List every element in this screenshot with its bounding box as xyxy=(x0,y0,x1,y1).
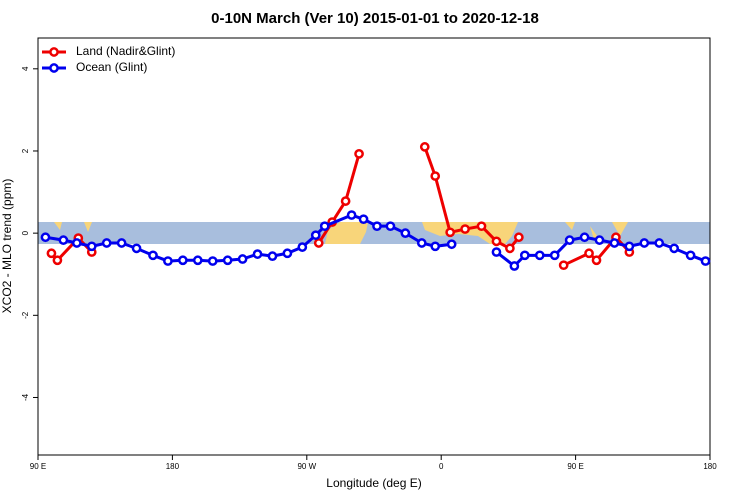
data-point xyxy=(476,221,487,232)
plot xyxy=(40,142,711,271)
data-point xyxy=(58,235,69,245)
data-point xyxy=(192,255,203,266)
x-tick-label: 90 W xyxy=(297,462,316,471)
data-point xyxy=(86,241,97,252)
y-axis-label: XCO2 - MLO trend (ppm) xyxy=(0,179,14,314)
data-point xyxy=(385,221,396,232)
data-point xyxy=(579,232,590,243)
data-point xyxy=(700,256,711,266)
data-point xyxy=(430,241,441,252)
data-point xyxy=(654,238,665,248)
data-point xyxy=(116,238,127,248)
data-point xyxy=(609,238,620,248)
legend-label: Land (Nadir&Glint) xyxy=(76,44,175,58)
data-point xyxy=(101,238,112,248)
data-point xyxy=(491,236,502,247)
chart-title: 0-10N March (Ver 10) 2015-01-01 to 2020-… xyxy=(211,10,539,27)
data-point xyxy=(237,254,248,264)
x-tick-label: 180 xyxy=(166,462,180,471)
data-point xyxy=(446,239,457,250)
data-point xyxy=(669,243,680,254)
data-point xyxy=(40,232,51,243)
data-point xyxy=(163,256,173,266)
data-point xyxy=(549,250,560,261)
data-point xyxy=(491,247,502,257)
data-point xyxy=(416,238,427,248)
data-point xyxy=(340,196,351,206)
land-patch xyxy=(54,222,92,232)
y-tick-label: 4 xyxy=(21,66,30,71)
data-point xyxy=(267,251,278,262)
y-tick-label: 2 xyxy=(21,148,30,153)
legend-marker xyxy=(49,47,59,57)
y-tick-label: -4 xyxy=(21,393,30,401)
y-tick-label: 0 xyxy=(21,230,30,235)
data-point xyxy=(564,235,575,245)
data-point xyxy=(594,235,605,245)
data-point xyxy=(509,261,520,271)
series-line xyxy=(50,146,631,267)
legend-marker xyxy=(49,63,59,73)
data-point xyxy=(207,256,218,266)
data-point xyxy=(354,149,364,159)
y-tick-label: -2 xyxy=(21,311,30,319)
data-point xyxy=(313,238,324,248)
data-point xyxy=(519,250,530,261)
x-axis-label: Longitude (deg E) xyxy=(326,476,421,490)
data-point xyxy=(445,227,456,238)
data-point xyxy=(131,243,142,254)
data-point xyxy=(52,255,63,266)
data-point xyxy=(372,221,382,232)
data-point xyxy=(584,248,594,259)
land-patch xyxy=(325,222,368,244)
data-point xyxy=(505,243,515,254)
data-point xyxy=(624,241,635,252)
data-point xyxy=(460,224,470,234)
plot-frame xyxy=(37,37,711,456)
x-tick-label: 90 E xyxy=(567,462,583,471)
data-point xyxy=(430,171,441,181)
data-point xyxy=(46,248,57,259)
legend-label: Ocean (Glint) xyxy=(76,60,147,74)
data-point xyxy=(639,238,650,248)
data-point xyxy=(685,250,696,261)
data-point xyxy=(534,250,545,261)
data-point xyxy=(419,142,430,152)
data-point xyxy=(346,210,357,220)
data-point xyxy=(591,255,602,266)
data-point xyxy=(282,248,293,259)
ocean-band xyxy=(38,222,710,244)
data-point xyxy=(297,242,308,252)
data-point xyxy=(178,255,188,266)
data-point xyxy=(514,232,524,243)
data-point xyxy=(400,228,411,238)
data-point xyxy=(558,260,569,271)
data-point xyxy=(319,221,330,232)
x-tick-label: 180 xyxy=(703,462,717,471)
data-point xyxy=(310,230,321,241)
data-point xyxy=(222,255,233,266)
data-point xyxy=(252,249,263,259)
data-point xyxy=(148,250,158,261)
data-point xyxy=(71,238,82,248)
data-point xyxy=(358,214,369,225)
x-tick-label: 0 xyxy=(439,462,444,471)
x-tick-label: 90 E xyxy=(30,462,46,471)
